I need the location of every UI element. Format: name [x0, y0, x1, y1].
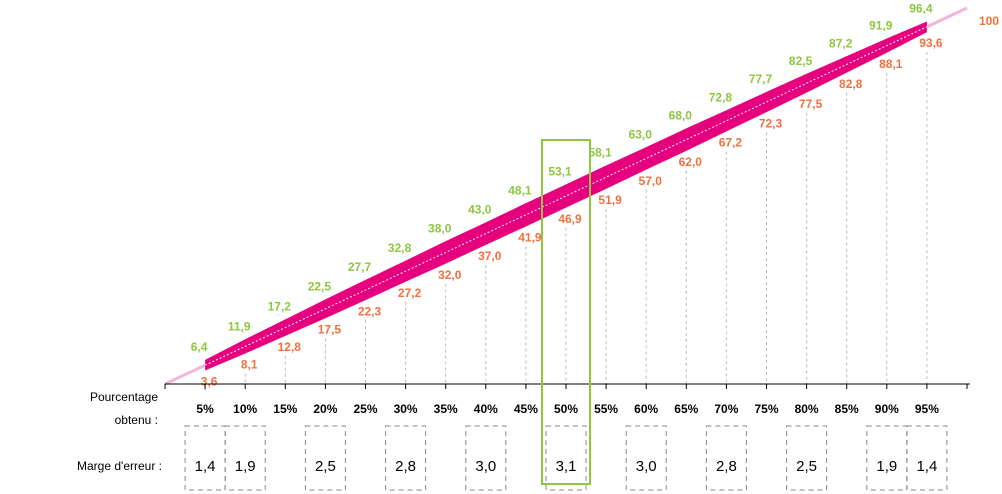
upper-label: 82,5	[789, 54, 813, 68]
lower-label: 72,3	[759, 116, 783, 130]
margin-box	[545, 425, 587, 491]
upper-label: 27,7	[348, 260, 372, 274]
x-tick-label: 15%	[273, 402, 297, 416]
margin-value: 2,5	[315, 458, 336, 475]
highlight-box	[541, 139, 591, 485]
lower-label: 41,9	[518, 231, 542, 245]
upper-label: 38,0	[428, 221, 452, 235]
upper-label: 87,2	[829, 36, 853, 50]
x-tick-label: 10%	[233, 402, 257, 416]
upper-label: 43,0	[468, 202, 492, 216]
x-tick-label: 90%	[875, 402, 899, 416]
x-tick-label: 20%	[313, 402, 337, 416]
margin-box	[184, 425, 226, 491]
x-tick-label: 45%	[514, 402, 538, 416]
x-tick-label: 60%	[634, 402, 658, 416]
lower-label: 12,8	[278, 340, 302, 354]
margin-value: 3,1	[556, 458, 577, 475]
x-tick-label: 65%	[674, 402, 698, 416]
margin-box	[625, 425, 667, 491]
upper-label: 11,9	[228, 319, 251, 333]
x-tick-label: 75%	[754, 402, 778, 416]
margin-value: 3,0	[636, 458, 657, 475]
y-tick-label: 100	[979, 14, 999, 28]
x-axis-label: Pourcentage	[90, 390, 158, 404]
lower-label: 37,0	[478, 249, 502, 263]
margin-box	[304, 425, 346, 491]
band	[205, 21, 927, 371]
x-tick-label: 95%	[915, 402, 939, 416]
x-tick-label: 50%	[554, 402, 578, 416]
margin-box	[465, 425, 507, 491]
margin-value: 1,9	[876, 458, 897, 475]
x-tick-label: 5%	[196, 402, 214, 416]
x-tick-label: 30%	[394, 402, 418, 416]
margin-label: Marge d'erreur :	[77, 459, 162, 473]
lower-label: 17,5	[318, 322, 342, 336]
x-tick-label: 25%	[353, 402, 377, 416]
upper-label: 72,8	[709, 90, 733, 104]
margin-box	[906, 425, 948, 491]
upper-label: 91,9	[869, 19, 893, 33]
margin-value: 1,9	[235, 458, 256, 475]
lower-label: 67,2	[719, 135, 743, 149]
x-tick-label: 80%	[795, 402, 819, 416]
upper-label: 96,4	[909, 2, 933, 16]
x-tick-label: 35%	[434, 402, 458, 416]
margin-value: 2,5	[796, 458, 817, 475]
upper-label: 63,0	[629, 127, 653, 141]
lower-label: 57,0	[639, 174, 663, 188]
lower-label: 62,0	[679, 155, 703, 169]
upper-label: 48,1	[508, 183, 532, 197]
lower-label: 22,3	[358, 304, 382, 318]
lower-label: 93,6	[919, 36, 943, 50]
upper-label: 17,2	[268, 299, 292, 313]
margin-value: 1,4	[916, 458, 937, 475]
upper-label: 68,0	[669, 108, 693, 122]
x-tick-label: 55%	[594, 402, 618, 416]
margin-value: 2,8	[395, 458, 416, 475]
center-line	[204, 26, 928, 366]
upper-label: 77,7	[749, 72, 773, 86]
lower-label: 46,9	[558, 212, 582, 226]
lower-label: 51,9	[598, 193, 622, 207]
lower-label: 32,0	[438, 268, 462, 282]
lower-label: 8,1	[241, 358, 258, 372]
upper-label: 22,5	[308, 280, 332, 294]
margin-value: 3,0	[475, 458, 496, 475]
x-tick-label: 85%	[835, 402, 859, 416]
margin-value: 1,4	[195, 458, 216, 475]
lower-label: 3,6	[201, 375, 218, 389]
x-tick-label: 70%	[714, 402, 738, 416]
upper-label: 58,1	[588, 146, 612, 160]
upper-label: 53,1	[548, 165, 572, 179]
upper-label: 6,4	[191, 340, 208, 354]
lower-label: 27,2	[398, 286, 422, 300]
x-tick-label: 40%	[474, 402, 498, 416]
x-axis-label: obtenu :	[115, 413, 158, 427]
lower-label: 77,5	[799, 97, 823, 111]
upper-label: 32,8	[388, 241, 412, 255]
margin-box	[385, 425, 427, 491]
margin-box	[705, 425, 747, 491]
lower-label: 88,1	[879, 57, 903, 71]
margin-value: 2,8	[716, 458, 737, 475]
margin-box	[224, 425, 266, 491]
lower-label: 82,8	[839, 77, 863, 91]
margin-box	[786, 425, 828, 491]
